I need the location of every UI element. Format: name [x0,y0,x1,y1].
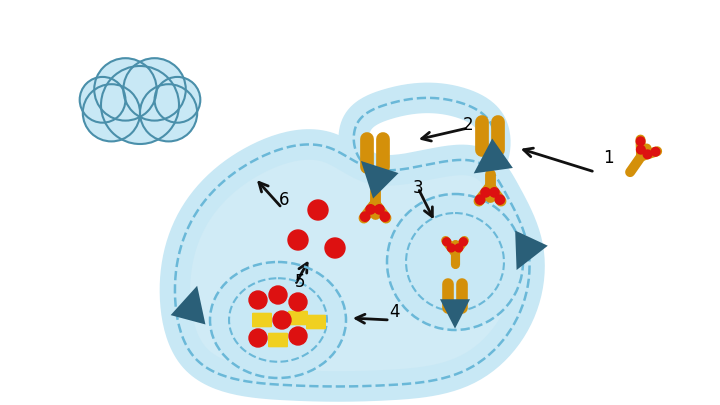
Circle shape [94,58,157,121]
Circle shape [495,195,505,204]
Circle shape [123,58,186,121]
Text: 1: 1 [603,149,613,167]
Text: 6: 6 [279,191,289,209]
Circle shape [636,137,645,145]
Circle shape [80,77,125,123]
FancyBboxPatch shape [268,333,288,347]
Circle shape [249,329,267,347]
Text: 3: 3 [413,179,423,197]
Circle shape [459,238,467,246]
Circle shape [447,244,455,252]
Circle shape [443,238,451,246]
Circle shape [269,286,287,304]
Circle shape [140,84,197,141]
Circle shape [288,230,308,250]
Circle shape [101,66,179,144]
Circle shape [83,84,140,141]
Circle shape [455,244,463,252]
FancyBboxPatch shape [288,311,308,325]
Circle shape [380,212,390,221]
Circle shape [374,205,384,214]
FancyBboxPatch shape [306,315,326,329]
Polygon shape [175,145,529,386]
Circle shape [155,77,200,123]
Circle shape [325,238,345,258]
FancyBboxPatch shape [252,313,272,327]
Text: 5: 5 [294,273,305,291]
Text: 4: 4 [390,303,400,321]
Text: 2: 2 [463,116,473,134]
Circle shape [249,291,267,309]
Circle shape [475,195,485,204]
Polygon shape [474,139,513,173]
Polygon shape [440,299,470,328]
Circle shape [643,150,652,159]
Circle shape [361,212,370,221]
Polygon shape [515,230,548,270]
Circle shape [366,205,375,214]
Circle shape [490,188,499,197]
Ellipse shape [210,262,346,378]
Circle shape [273,311,291,329]
Polygon shape [171,286,205,324]
Circle shape [481,188,490,197]
Circle shape [308,200,328,220]
Circle shape [651,147,660,156]
Circle shape [636,145,645,154]
Circle shape [387,194,523,330]
Circle shape [289,293,307,311]
Circle shape [289,327,307,345]
Polygon shape [361,161,399,198]
